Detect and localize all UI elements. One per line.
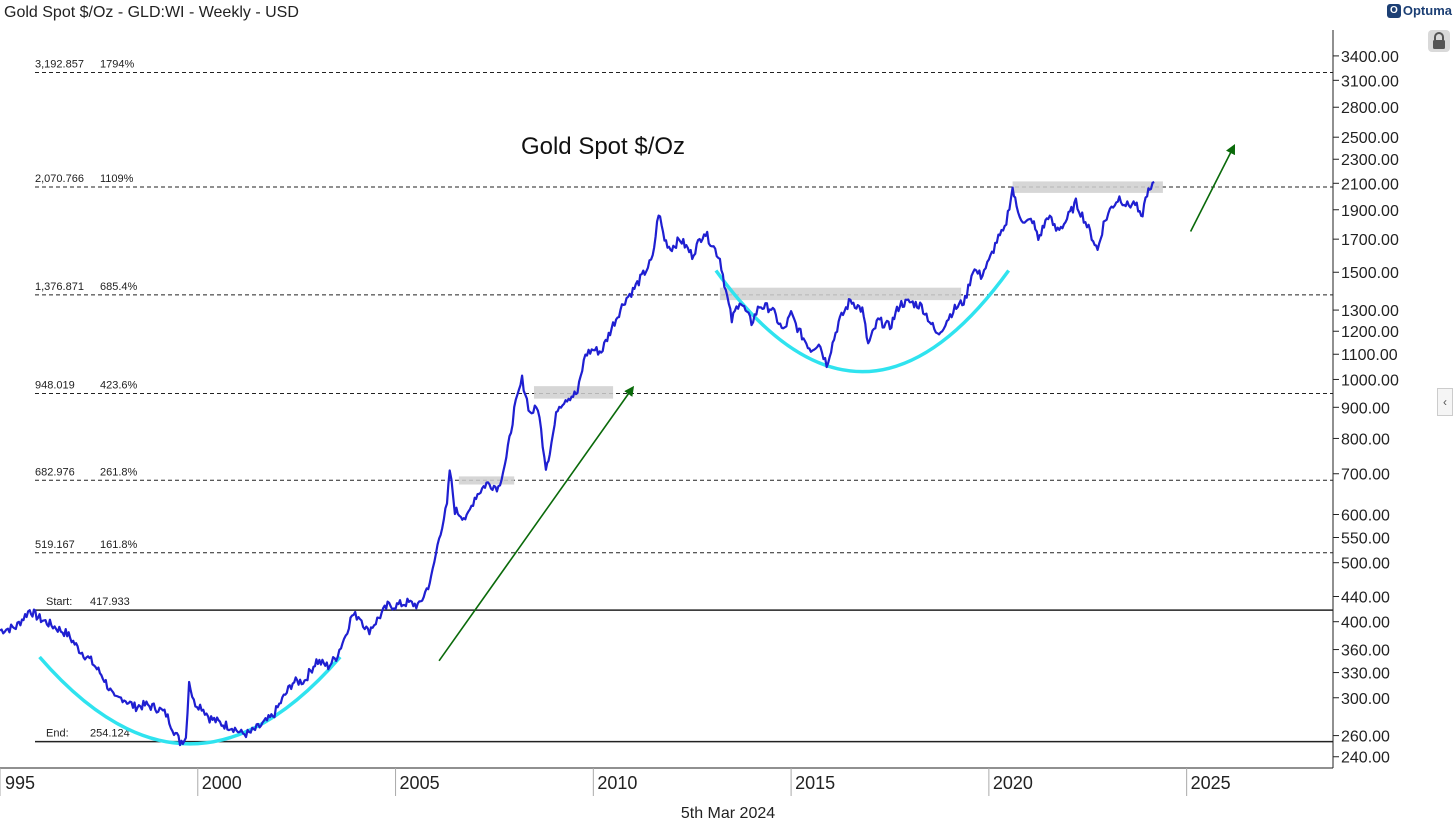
y-tick-label: 500.00: [1341, 556, 1390, 573]
lock-icon[interactable]: [1428, 30, 1450, 52]
y-tick-label: 1300.00: [1341, 303, 1399, 320]
level-pct: 417.933: [90, 596, 130, 608]
x-tick-label: 2005: [400, 773, 440, 793]
y-tick-label: 1100.00: [1341, 347, 1398, 364]
y-tick-label: 2800.00: [1341, 100, 1399, 117]
cup-arc: [38, 655, 342, 746]
level-pct: 254.124: [90, 728, 130, 740]
y-tick-label: 360.00: [1341, 643, 1390, 660]
price-line: [0, 180, 1155, 747]
y-tick-label: 330.00: [1341, 666, 1390, 683]
y-tick-label: 1700.00: [1341, 232, 1399, 249]
y-tick-label: 2100.00: [1341, 176, 1399, 193]
y-tick-label: 1000.00: [1341, 372, 1399, 389]
y-tick-label: 1900.00: [1341, 203, 1399, 220]
optuma-logo: O Optuma: [1386, 3, 1452, 18]
x-tick-label: 2025: [1191, 773, 1231, 793]
chevron-left-icon: ‹: [1443, 395, 1447, 409]
cup-arc: [714, 269, 1011, 374]
y-tick-label: 260.00: [1341, 729, 1390, 746]
y-tick-label: 3100.00: [1341, 73, 1399, 90]
y-tick-label: 300.00: [1341, 691, 1390, 708]
level-label: 519.167: [35, 539, 75, 551]
y-tick-label: 700.00: [1341, 467, 1390, 484]
chart-title: Gold Spot $/Oz: [521, 133, 685, 160]
level-label: 3,192.857: [35, 59, 84, 71]
y-tick-label: 240.00: [1341, 750, 1390, 767]
logo-text: Optuma: [1402, 3, 1452, 18]
level-label: 1,376.871: [35, 281, 84, 293]
resistance-zone: [458, 476, 515, 485]
level-pct: 161.8%: [100, 539, 138, 551]
resistance-zone: [719, 287, 962, 301]
level-label: End:: [46, 728, 69, 740]
y-tick-label: 800.00: [1341, 431, 1390, 448]
chart-date: 5th Mar 2024: [680, 805, 776, 822]
level-label: Start:: [46, 596, 72, 608]
y-tick-label: 440.00: [1341, 589, 1390, 606]
chart-header-title: Gold Spot $/Oz - GLD:WI - Weekly - USD: [4, 4, 299, 21]
level-pct: 423.6%: [100, 380, 138, 392]
x-tick-label: 2015: [795, 773, 835, 793]
y-tick-label: 2300.00: [1341, 152, 1399, 169]
trend-arrow: [438, 385, 635, 662]
level-label: 682.976: [35, 466, 75, 478]
level-label: 948.019: [35, 380, 75, 392]
y-tick-label: 1200.00: [1341, 324, 1399, 341]
level-label: 2,070.766: [35, 173, 84, 185]
optuma-logo-icon: O: [1386, 3, 1401, 18]
y-tick-label: 3400.00: [1341, 49, 1399, 66]
y-tick-label: 600.00: [1341, 507, 1390, 524]
resistance-zone: [1012, 181, 1163, 193]
collapse-panel-button[interactable]: ‹: [1437, 388, 1453, 416]
x-tick-label: 995: [5, 773, 35, 793]
x-tick-label: 2020: [993, 773, 1033, 793]
y-tick-label: 550.00: [1341, 531, 1390, 548]
y-tick-label: 400.00: [1341, 615, 1390, 632]
level-pct: 685.4%: [100, 281, 138, 293]
level-pct: 1794%: [100, 59, 134, 71]
y-tick-label: 2500.00: [1341, 130, 1399, 147]
x-tick-label: 2010: [597, 773, 637, 793]
y-tick-label: 1500.00: [1341, 265, 1399, 282]
trend-arrow: [1189, 144, 1236, 232]
level-pct: 261.8%: [100, 466, 138, 478]
level-pct: 1109%: [100, 173, 134, 185]
y-tick-label: 900.00: [1341, 400, 1390, 417]
x-tick-label: 2000: [202, 773, 242, 793]
